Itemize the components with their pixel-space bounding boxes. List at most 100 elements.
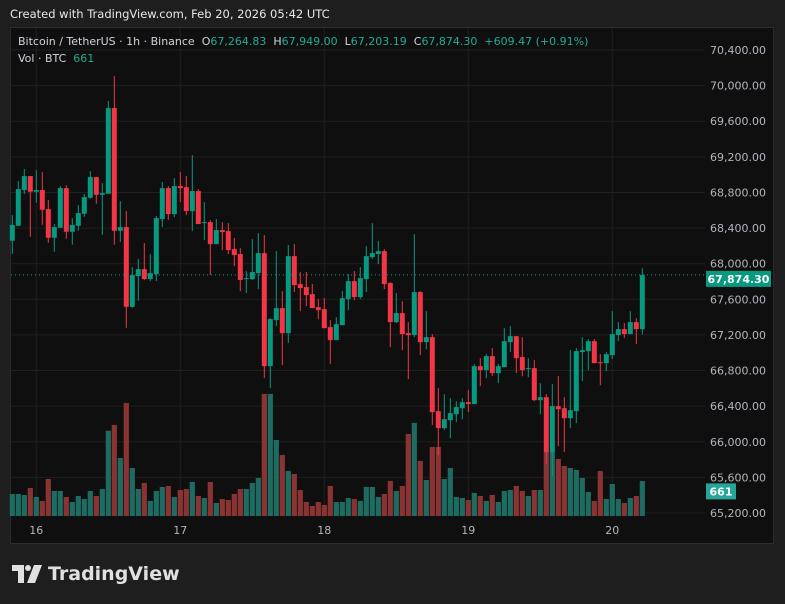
volume-bar: [567, 467, 573, 516]
last-price-badge-text: 67,874.30: [708, 273, 770, 286]
volume-bar: [81, 499, 87, 516]
volume-bar: [141, 482, 147, 516]
volume-bar: [411, 422, 417, 516]
candle-body: [567, 410, 573, 419]
last-price-badge: [706, 270, 771, 287]
volume-bar: [591, 500, 597, 516]
candle-body: [435, 411, 441, 429]
candle-body: [513, 336, 519, 359]
volume-bar: [147, 500, 153, 516]
volume-bar: [117, 457, 123, 516]
volume-bar: [525, 495, 531, 516]
candle-body: [105, 108, 111, 194]
created-with-caption: Created with TradingView.com, Feb 20, 20…: [10, 7, 330, 21]
candle-body: [501, 341, 507, 368]
candle-body: [297, 284, 303, 289]
tradingview-logo-text: TradingView: [48, 563, 180, 585]
candle-body: [279, 308, 285, 334]
volume-bar: [459, 497, 465, 516]
price-axis-label: 66,800.00: [710, 365, 766, 378]
candle-body: [441, 419, 447, 429]
volume-bar: [471, 492, 477, 516]
volume-bar: [423, 479, 429, 516]
price-axis-label: 66,400.00: [710, 400, 766, 413]
candle-body: [525, 368, 531, 370]
candle-body: [489, 356, 495, 374]
volume-bar: [477, 495, 483, 516]
volume-bar: [159, 486, 165, 516]
volume-bar: [255, 477, 261, 516]
time-axis-label: 19: [461, 524, 475, 537]
volume-bar: [39, 500, 45, 516]
volume-bar: [387, 480, 393, 516]
candle-body: [213, 230, 219, 245]
candle-body: [87, 177, 93, 198]
candle-body: [99, 193, 105, 195]
candle-body: [627, 322, 633, 335]
candle-body: [159, 188, 165, 220]
volume-bar: [447, 467, 453, 516]
candle-body: [75, 213, 81, 226]
candle-body: [603, 354, 609, 364]
volume-bar: [597, 470, 603, 516]
volume-label[interactable]: Vol · BTC: [18, 52, 67, 65]
volume-bar: [303, 501, 309, 516]
volume-bar: [27, 487, 33, 516]
last-volume-badge: [706, 483, 736, 500]
volume-bar: [531, 490, 537, 516]
candle-body: [633, 322, 639, 330]
close-label: C: [413, 35, 422, 48]
volume-bar: [297, 490, 303, 516]
candle-body: [429, 337, 435, 413]
volume-bar: [465, 500, 471, 516]
volume-bar: [261, 393, 267, 516]
candle-body: [459, 402, 465, 409]
volume-bar: [285, 470, 291, 516]
candle-body: [291, 256, 297, 286]
volume-bar: [309, 505, 315, 516]
volume-bar: [51, 490, 57, 516]
volume-bar: [201, 497, 207, 516]
candle-body: [63, 188, 69, 232]
candle-body: [315, 307, 321, 311]
volume-bar: [135, 488, 141, 516]
volume-bar: [579, 477, 585, 516]
candle-body: [57, 188, 63, 228]
candle-body: [243, 278, 249, 280]
volume-bar: [63, 496, 69, 516]
candle-body: [369, 253, 375, 258]
candle-body: [261, 253, 267, 367]
volume-bar: [153, 490, 159, 516]
price-axis-label: 68,000.00: [710, 258, 766, 271]
candle-body: [111, 108, 117, 231]
candle-body: [417, 292, 423, 343]
volume-bar: [315, 501, 321, 516]
volume-bar: [21, 494, 27, 516]
symbol-title[interactable]: Bitcoin / TetherUS · 1h · Binance: [18, 35, 195, 48]
candle-body: [609, 334, 615, 356]
price-axis-label: 70,400.00: [710, 44, 766, 57]
low-label: L: [344, 35, 351, 48]
volume-bar: [537, 490, 543, 516]
candle-body: [351, 281, 357, 298]
candle-body: [345, 281, 351, 300]
candle-body: [201, 222, 207, 224]
volume-bar: [501, 490, 507, 516]
candle-body: [447, 413, 453, 421]
candle-body: [153, 218, 159, 275]
volume-bar: [177, 490, 183, 516]
volume-bar: [543, 451, 549, 516]
candle-body: [285, 256, 291, 334]
candle-body: [621, 329, 627, 335]
candle-body: [327, 327, 333, 341]
candle-body: [69, 225, 75, 232]
candle-body: [177, 186, 183, 189]
volume-bar: [585, 491, 591, 516]
low-value: 67,203.19: [350, 35, 407, 48]
volume-bar: [633, 495, 639, 516]
candle-body: [231, 249, 237, 256]
volume-bar: [57, 490, 63, 516]
candle-body: [147, 273, 153, 280]
candle-body: [465, 402, 471, 405]
